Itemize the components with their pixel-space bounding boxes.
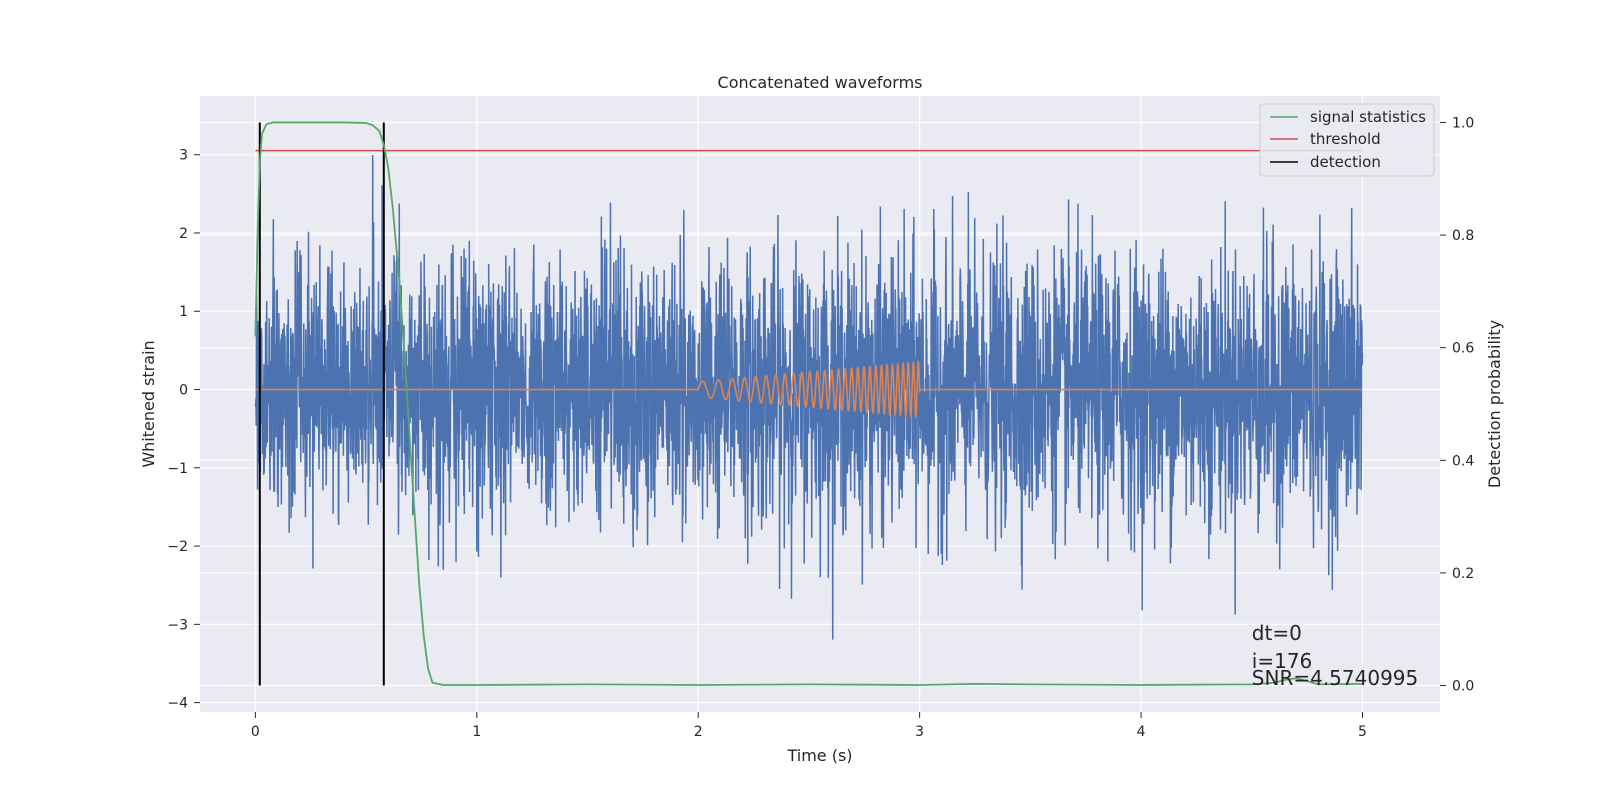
legend-box	[1259, 103, 1435, 177]
series-injected-waveform	[255, 359, 1363, 419]
y2-tick-label-5: 1.0	[1452, 115, 1474, 131]
legend-label-detection: detection	[1310, 153, 1381, 171]
x-axis: 0 1 2 3 4 5	[251, 712, 1367, 740]
y-tick-label-5: 1	[179, 304, 188, 320]
x-tick-label-1: 1	[472, 724, 481, 740]
y2-tick-label-1: 0.2	[1452, 566, 1474, 582]
y2-axis-label: Detection probability	[1485, 320, 1504, 488]
annotation-0: dt=0	[1252, 621, 1302, 645]
y-tick-label-3: −1	[167, 461, 188, 477]
series-whitened-strain	[254, 155, 1364, 640]
y-tick-label-1: −3	[167, 617, 188, 633]
annotation-2: SNR=4.5740995	[1252, 666, 1418, 690]
series-signal-statistics	[254, 121, 1363, 686]
y-tick-label-0: −4	[167, 696, 188, 712]
y2-tick-label-2: 0.4	[1452, 453, 1474, 469]
y-tick-label-6: 2	[179, 226, 188, 242]
y-axis-right: 0.0 0.2 0.4 0.6 0.8 1.0	[1440, 115, 1474, 695]
y-axis-left: −4 −3 −2 −1 0 1 2 3	[167, 148, 200, 712]
grid	[200, 96, 1440, 712]
chart-title: Concatenated waveforms	[718, 73, 923, 92]
x-axis-label: Time (s)	[786, 746, 852, 765]
x-tick-label-5: 5	[1358, 724, 1367, 740]
y-axis-label: Whitened strain	[139, 340, 158, 467]
x-tick-label-2: 2	[694, 724, 703, 740]
legend-label-threshold: threshold	[1310, 130, 1381, 148]
x-tick-label-4: 4	[1137, 724, 1146, 740]
series-layer	[254, 121, 1364, 686]
y-tick-label-2: −2	[167, 539, 188, 555]
legend-label-signal-statistics: signal statistics	[1310, 108, 1426, 126]
y2-tick-label-4: 0.8	[1452, 228, 1474, 244]
y-tick-label-7: 3	[179, 148, 188, 164]
y2-tick-label-0: 0.0	[1452, 679, 1474, 695]
annotation-1: i=176	[1252, 649, 1313, 673]
y2-tick-label-3: 0.6	[1452, 341, 1474, 357]
y-tick-label-4: 0	[179, 383, 188, 399]
x-tick-label-0: 0	[251, 724, 260, 740]
x-tick-label-3: 3	[915, 724, 924, 740]
series-group	[254, 121, 1364, 686]
legend: signal statistics threshold detection	[1259, 103, 1435, 177]
